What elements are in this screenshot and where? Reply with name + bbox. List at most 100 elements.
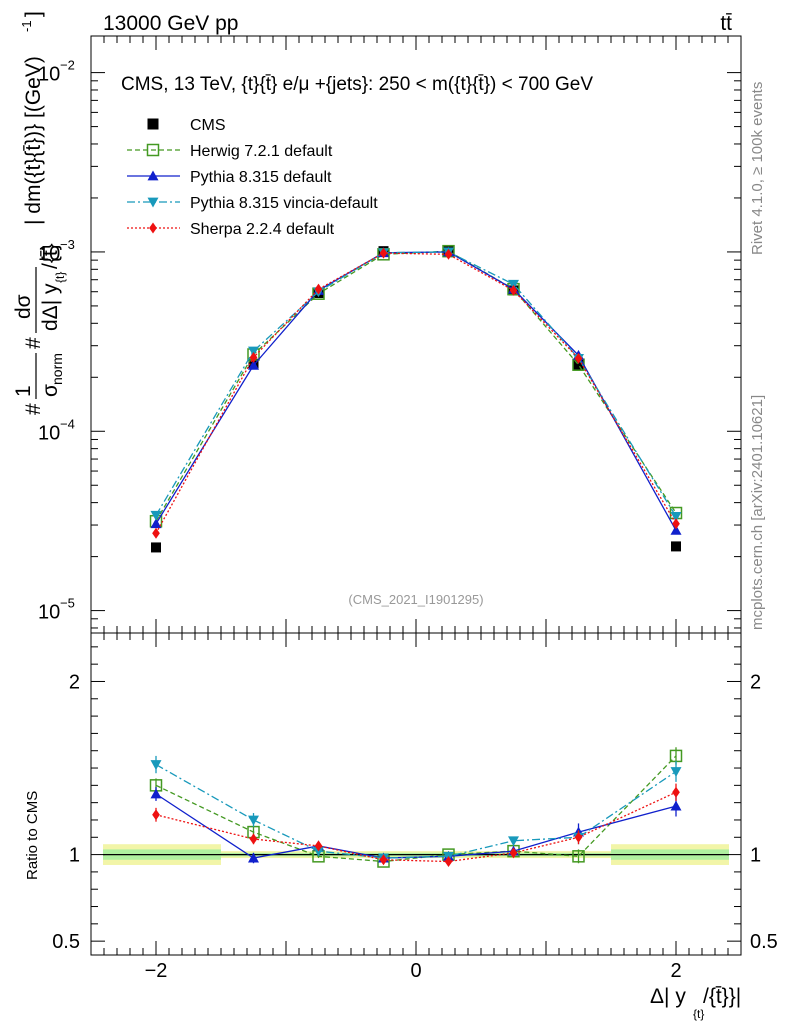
y-label-norm: norm	[49, 353, 65, 385]
y-label-close: ]	[22, 11, 45, 17]
ratio-point-1-1	[248, 852, 259, 863]
y-label-sigma: σ	[39, 384, 62, 397]
ratio-point-3-4	[444, 856, 453, 868]
ratio-point-2-1	[248, 815, 259, 826]
ratio-point-3-1	[249, 833, 258, 845]
data-point-4-4	[444, 248, 453, 260]
data-point-0-7	[671, 541, 681, 552]
ratio-point-0-6	[572, 850, 585, 863]
data-point-4-7	[672, 518, 680, 530]
legend-label-4: Sherpa 2.2.4 default	[190, 221, 335, 238]
analysis-tag: (CMS_2021_I1901295)	[348, 592, 483, 607]
data-point-4-2	[314, 283, 323, 295]
y-tick-label-exponent: −2	[60, 58, 75, 73]
ratio-point-1-0	[150, 788, 162, 799]
ratio-point-2-0	[150, 760, 162, 771]
ratio-line-2	[155, 764, 677, 859]
y-tick-label-exponent: −4	[60, 416, 75, 431]
main-plot-panel: CMS, 13 TeV, {t}{t̄} e/μ +{jets}: 250 < …	[38, 35, 742, 634]
ratio-point-2-2	[313, 846, 324, 857]
main-series-group	[149, 244, 683, 553]
data-point-4-5	[509, 284, 518, 296]
legend-label-2: Pythia 8.315 default	[190, 169, 332, 186]
data-point-3-5	[508, 279, 519, 290]
mcplots-label: mcplots.cern.ch [arXiv:2401.10621]	[749, 395, 766, 630]
legend-label-1: Herwig 7.2.1 default	[190, 143, 333, 160]
legend: CMS Herwig 7.2.1 default Pythia 8.315 defa…	[127, 117, 378, 238]
x-tick-label: −2	[145, 960, 168, 982]
ratio-point-3-6	[574, 831, 583, 843]
rivet-version-label: Rivet 4.1.0, ≥ 100k events	[749, 82, 766, 255]
data-point-3-0	[150, 510, 162, 521]
y-tick-label: 10	[38, 64, 60, 86]
ratio-line-0	[155, 755, 677, 863]
ratio-plot-panel: 0.5 0.5 1 1 2 2 −2 0 2	[52, 632, 778, 982]
ratio-x-axis: −2 0 2	[90, 633, 742, 982]
ratio-y-tick-label-right: 1	[750, 845, 761, 867]
main-x-axis	[90, 36, 742, 633]
y-tick-label: 10	[38, 243, 60, 265]
header-process-label: tt̄	[720, 12, 732, 35]
y-label-exp: -1	[19, 20, 34, 32]
ratio-y-tick-label-left: 0.5	[52, 931, 80, 953]
legend-marker-4	[149, 222, 157, 234]
x-label-sub: {t}	[693, 1007, 704, 1021]
ratio-point-2-5	[508, 836, 519, 847]
ratio-series-group	[149, 747, 683, 868]
ratio-line-3	[155, 791, 677, 863]
main-y-axis-label: # 1 σ norm # dσ dΔ| y {t} /{t̄} | dm({t}…	[12, 11, 67, 415]
main-y-axis: 10−510−410−310−2	[38, 58, 741, 629]
data-point-2-1	[248, 359, 259, 370]
y-label-hash-2: #	[22, 337, 45, 349]
series-line-1	[155, 250, 677, 522]
legend-marker-3	[147, 197, 159, 208]
y-tick-label: 10	[38, 422, 60, 444]
data-point-0-6	[573, 359, 584, 370]
data-point-2-0	[150, 518, 162, 529]
y-label-sub-t: {t}	[53, 272, 67, 283]
ratio-point-2-7	[670, 767, 682, 777]
ratio-y-tick-label-right: 2	[750, 671, 761, 693]
ratio-y-tick-label-left: 1	[69, 845, 80, 867]
y-tick-label-exponent: −5	[60, 596, 75, 611]
y-label-dm: | dm({t}{t̄})} [(GeV)	[22, 56, 45, 225]
ratio-point-3-7	[672, 786, 680, 798]
x-tick-label: 2	[670, 960, 681, 982]
x-axis-label: Δ| y {t} /{t̄}}|	[650, 985, 741, 1021]
x-tick-label: 0	[410, 960, 421, 982]
ratio-point-3-0	[152, 809, 160, 821]
data-point-2-7	[670, 524, 682, 535]
y-tick-label-exponent: −3	[60, 237, 75, 252]
main-plot-frame	[90, 35, 742, 634]
ratio-point-3-5	[509, 847, 518, 859]
ratio-y-tick-label-right: 0.5	[750, 931, 778, 953]
data-point-3-7	[670, 512, 682, 522]
data-point-4-6	[574, 352, 583, 364]
ratio-line-1	[155, 793, 677, 859]
y-label-hash-1: #	[22, 403, 45, 415]
data-point-4-0	[152, 527, 160, 539]
data-point-4-1	[249, 351, 258, 363]
data-point-3-1	[248, 346, 259, 357]
ratio-y-tick-label-left: 2	[69, 671, 80, 693]
data-point-4-3	[379, 247, 388, 259]
y-tick-label: 10	[38, 602, 60, 624]
y-label-dy: dΔ| y	[39, 283, 62, 331]
ratio-y-axis-label: Ratio to CMS	[24, 791, 41, 880]
header-collision-label: 13000 GeV pp	[103, 12, 238, 35]
legend-marker-2	[147, 170, 159, 181]
ratio-point-3-3	[379, 854, 388, 866]
x-label-main: Δ| y	[650, 985, 686, 1008]
series-line-3	[155, 251, 677, 517]
series-line-4	[155, 252, 677, 534]
legend-marker-1	[146, 143, 160, 157]
y-label-dsigma: dσ	[12, 294, 35, 319]
ratio-point-1-7	[670, 800, 682, 811]
main-title: CMS, 13 TeV, {t}{t̄} e/μ +{jets}: 250 < …	[121, 74, 593, 95]
legend-label-3: Pythia 8.315 vincia-default	[190, 195, 378, 212]
legend-marker-0	[147, 118, 159, 130]
ratio-y-axis: 0.5 0.5 1 1 2 2	[52, 646, 778, 953]
data-point-0-0	[151, 542, 161, 553]
legend-label-0: CMS	[190, 117, 226, 134]
